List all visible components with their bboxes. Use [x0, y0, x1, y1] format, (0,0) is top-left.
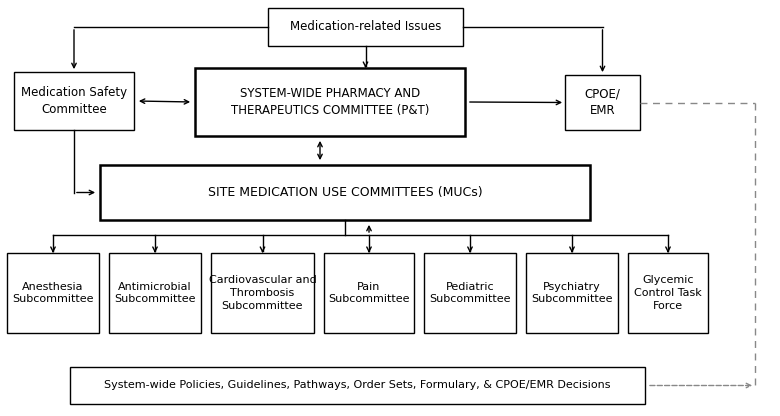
Text: Medication-related Issues: Medication-related Issues	[290, 20, 441, 34]
Bar	[324, 253, 414, 333]
Bar	[628, 253, 708, 333]
Text: Pain
Subcommittee: Pain Subcommittee	[328, 282, 410, 305]
Text: Pediatric
Subcommittee: Pediatric Subcommittee	[429, 282, 511, 305]
Text: Antimicrobial
Subcommittee: Antimicrobial Subcommittee	[114, 282, 196, 305]
Text: Anesthesia
Subcommittee: Anesthesia Subcommittee	[12, 282, 94, 305]
Text: SYSTEM-WIDE PHARMACY AND
THERAPEUTICS COMMITTEE (P&T): SYSTEM-WIDE PHARMACY AND THERAPEUTICS CO…	[231, 87, 429, 117]
Bar	[526, 253, 618, 333]
Bar	[100, 165, 590, 220]
Bar	[109, 253, 201, 333]
Bar	[7, 253, 99, 333]
Bar	[195, 68, 465, 136]
Bar	[424, 253, 516, 333]
Bar	[211, 253, 314, 333]
Text: Psychiatry
Subcommittee: Psychiatry Subcommittee	[531, 282, 613, 305]
Text: CPOE/
EMR: CPOE/ EMR	[584, 88, 620, 117]
Text: SITE MEDICATION USE COMMITTEES (MUCs): SITE MEDICATION USE COMMITTEES (MUCs)	[207, 186, 482, 199]
Text: Medication Safety
Committee: Medication Safety Committee	[21, 86, 127, 116]
Bar	[268, 8, 463, 46]
Text: System-wide Policies, Guidelines, Pathways, Order Sets, Formulary, & CPOE/EMR De: System-wide Policies, Guidelines, Pathwa…	[105, 381, 611, 391]
Bar	[565, 75, 640, 130]
Text: Glycemic
Control Task
Force: Glycemic Control Task Force	[634, 275, 702, 311]
Text: Cardiovascular and
Thrombosis
Subcommittee: Cardiovascular and Thrombosis Subcommitt…	[208, 275, 317, 311]
Bar	[14, 72, 134, 130]
Bar	[70, 367, 645, 404]
